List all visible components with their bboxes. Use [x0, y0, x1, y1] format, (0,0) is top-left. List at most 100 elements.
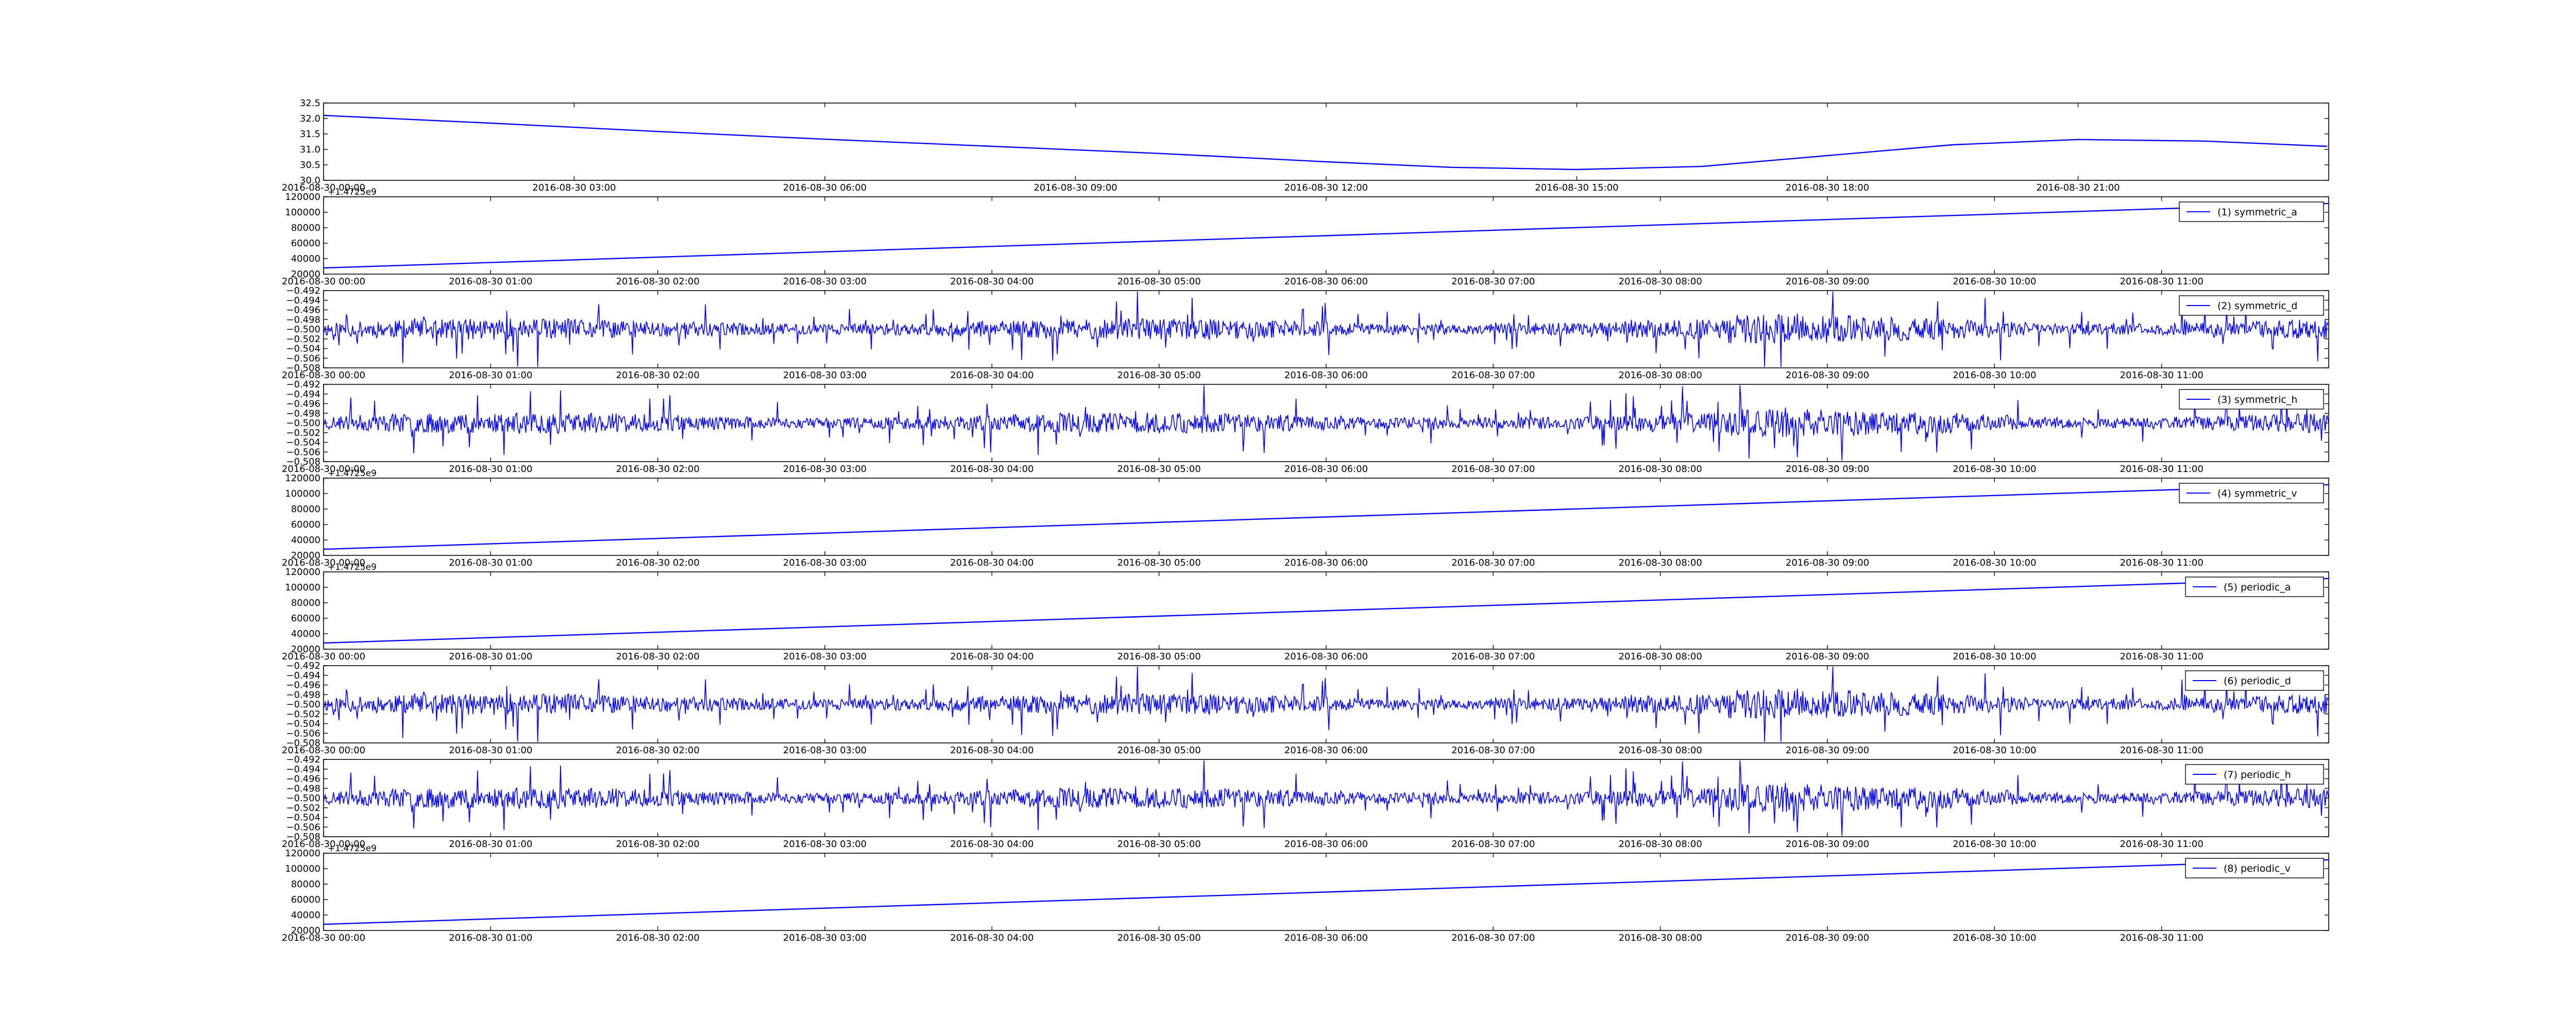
series-line [323, 859, 2329, 925]
legend: (3) symmetric_h [2179, 389, 2324, 410]
series-line [323, 202, 2329, 269]
y-tick-label: −0.504 [286, 437, 320, 448]
x-tick-label: 2016-08-30 04:00 [950, 745, 1033, 756]
y-tick-label: 100000 [285, 863, 320, 874]
x-tick-label: 2016-08-30 06:00 [783, 182, 867, 193]
x-tick-label: 2016-08-30 04:00 [950, 557, 1033, 568]
y-tick-label: −0.508 [286, 832, 320, 842]
x-tick-label: 2016-08-30 08:00 [1619, 933, 1702, 943]
x-tick-label: 2016-08-30 02:00 [616, 839, 700, 850]
subplot-8: 20000 40000 60000 80000 100000 120000 2016-08-… [282, 843, 2329, 943]
y-tick-label: −0.500 [286, 699, 320, 710]
x-tick-label: 2016-08-30 03:00 [783, 557, 867, 568]
series-line [323, 578, 2329, 644]
axis-offset-text: +1.4725e9 [328, 843, 377, 854]
x-tick-label: 2016-08-30 03:00 [783, 651, 867, 662]
x-tick-label: 2016-08-30 05:00 [1117, 276, 1201, 287]
series-line [323, 291, 2329, 367]
x-tick-label: 2016-08-30 03:00 [783, 464, 867, 475]
y-tick-label: 80000 [291, 223, 320, 233]
y-tick-label: 31.0 [300, 144, 320, 155]
series-line [323, 385, 2329, 461]
legend-label: (5) periodic_a [2224, 582, 2291, 593]
series-line [323, 760, 2329, 836]
x-tick-label: 2016-08-30 06:00 [1284, 745, 1368, 756]
x-tick-label: 2016-08-30 05:00 [1117, 745, 1201, 756]
x-tick-label: 2016-08-30 01:00 [449, 557, 532, 568]
x-tick-label: 2016-08-30 18:00 [1786, 182, 1869, 193]
legend-label: (1) symmetric_a [2217, 207, 2297, 218]
y-tick-label: −0.502 [286, 709, 320, 720]
x-tick-label: 2016-08-30 03:00 [783, 276, 867, 287]
x-tick-label: 2016-08-30 11:00 [2120, 839, 2204, 850]
x-tick-label: 2016-08-30 09:00 [1786, 745, 1869, 756]
subplot-6: −0.508−0.506−0.504−0.502−0.500−0.498−0.4… [282, 661, 2329, 756]
series-line [323, 484, 2329, 550]
x-tick-label: 2016-08-30 05:00 [1117, 370, 1201, 381]
x-tick-label: 2016-08-30 02:00 [616, 276, 700, 287]
x-tick-label: 2016-08-30 01:00 [449, 933, 532, 943]
y-tick-label: 40000 [291, 910, 320, 921]
y-tick-label: −0.506 [286, 822, 320, 833]
legend: (8) periodic_v [2185, 858, 2324, 878]
x-tick-label: 2016-08-30 01:00 [449, 651, 532, 662]
y-tick-label: 100000 [285, 582, 320, 593]
y-tick-label: −0.496 [286, 399, 320, 410]
x-tick-label: 2016-08-30 04:00 [950, 464, 1033, 475]
x-tick-label: 2016-08-30 05:00 [1117, 557, 1201, 568]
x-tick-label: 2016-08-30 07:00 [1451, 370, 1535, 381]
series-line [323, 114, 2328, 171]
y-tick-label: −0.498 [286, 314, 320, 325]
x-tick-label: 2016-08-30 05:00 [1117, 651, 1201, 662]
y-tick-label: −0.492 [286, 379, 320, 390]
y-tick-label: 32.5 [300, 98, 320, 109]
x-tick-label: 2016-08-30 04:00 [950, 839, 1033, 850]
x-tick-label: 2016-08-30 04:00 [950, 933, 1033, 943]
subplot-2: −0.508−0.506−0.504−0.502−0.500−0.498−0.4… [282, 285, 2329, 381]
x-tick-label: 2016-08-30 07:00 [1451, 745, 1535, 756]
y-tick-label: −0.492 [286, 285, 320, 296]
y-tick-label: 30.0 [300, 175, 320, 186]
x-tick-label: 2016-08-30 08:00 [1619, 839, 1702, 850]
y-tick-label: 100000 [285, 488, 320, 499]
y-tick-label: −0.494 [286, 389, 320, 400]
x-tick-label: 2016-08-30 03:00 [783, 933, 867, 943]
y-tick-label: 120000 [285, 567, 320, 578]
legend: (6) periodic_d [2185, 670, 2324, 691]
x-tick-label: 2016-08-30 07:00 [1451, 557, 1535, 568]
y-tick-label: 120000 [285, 848, 320, 859]
x-tick-label: 2016-08-30 01:00 [449, 464, 532, 475]
legend-label: (4) symmetric_v [2217, 488, 2297, 499]
y-tick-label: 20000 [291, 550, 320, 561]
x-tick-label: 2016-08-30 11:00 [2120, 464, 2204, 475]
legend: (5) periodic_a [2185, 577, 2324, 597]
x-tick-label: 2016-08-30 05:00 [1117, 464, 1201, 475]
y-tick-label: 60000 [291, 238, 320, 249]
legend-label: (3) symmetric_h [2217, 394, 2297, 405]
y-tick-label: −0.508 [286, 456, 320, 467]
x-tick-label: 2016-08-30 11:00 [2120, 651, 2204, 662]
legend: (1) symmetric_a [2179, 201, 2324, 222]
x-tick-label: 2016-08-30 09:00 [1786, 651, 1869, 662]
y-tick-label: 31.5 [300, 129, 320, 140]
x-tick-label: 2016-08-30 06:00 [1284, 651, 1368, 662]
subplot-4: 20000 40000 60000 80000 100000 120000 2016-08-… [282, 468, 2329, 568]
x-tick-label: 2016-08-30 09:00 [1786, 933, 1869, 943]
x-tick-label: 2016-08-30 10:00 [1953, 839, 2036, 850]
y-tick-label: −0.500 [286, 418, 320, 429]
y-tick-label: 20000 [291, 925, 320, 936]
x-tick-label: 2016-08-30 07:00 [1451, 933, 1535, 943]
x-tick-label: 2016-08-30 07:00 [1451, 651, 1535, 662]
x-tick-label: 2016-08-30 04:00 [950, 651, 1033, 662]
x-tick-label: 2016-08-30 06:00 [1284, 464, 1368, 475]
x-tick-label: 2016-08-30 11:00 [2120, 370, 2204, 381]
x-tick-label: 2016-08-30 03:00 [532, 182, 616, 193]
x-tick-label: 2016-08-30 08:00 [1619, 370, 1702, 381]
y-tick-label: 60000 [291, 613, 320, 624]
x-tick-label: 2016-08-30 02:00 [616, 651, 700, 662]
legend-label: (8) periodic_v [2224, 863, 2291, 874]
x-tick-label: 2016-08-30 01:00 [449, 745, 532, 756]
axis-offset-text: +1.4725e9 [328, 562, 377, 572]
x-tick-label: 2016-08-30 02:00 [616, 370, 700, 381]
